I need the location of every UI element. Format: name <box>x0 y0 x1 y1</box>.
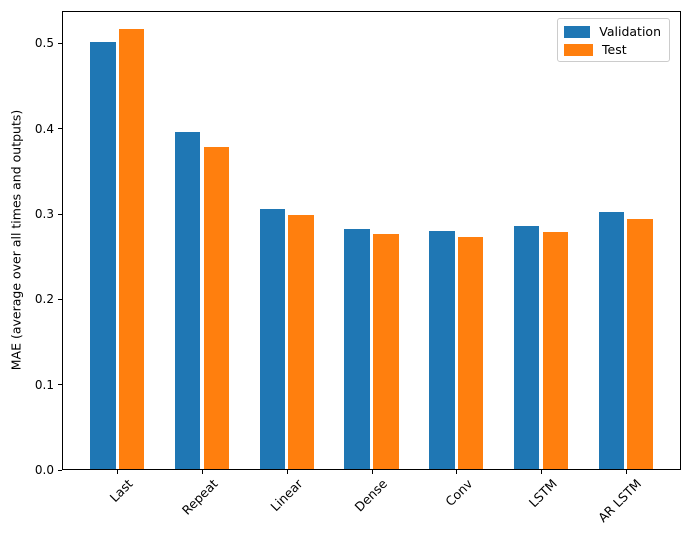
bar-validation-ar-lstm <box>598 212 625 469</box>
legend-item-test: Test <box>564 42 661 57</box>
bar-test-lstm <box>542 231 569 469</box>
legend-label-validation: Validation <box>599 23 661 39</box>
bar-validation-last <box>90 41 116 469</box>
y-tick-mark-0.3 <box>58 213 62 215</box>
y-tick-mark-0.1 <box>58 384 62 386</box>
bar-test-last <box>118 28 145 469</box>
x-tick-mark-lstm <box>540 470 542 474</box>
bar-test-linear <box>288 214 314 469</box>
y-tick-label-0.5: 0.5 <box>34 36 54 51</box>
x-tick-mark-dense <box>371 470 373 474</box>
y-tick-label-0.2: 0.2 <box>34 292 54 307</box>
y-tick-mark-0.5 <box>58 42 62 44</box>
bar-test-repeat <box>203 147 230 469</box>
x-tick-label-ar-lstm: AR LSTM <box>595 476 645 526</box>
legend-label-test: Test <box>602 41 627 57</box>
x-tick-label-conv: Conv <box>441 476 475 510</box>
y-tick-mark-0.4 <box>58 128 62 130</box>
bar-test-ar-lstm <box>627 219 653 469</box>
bar-test-conv <box>457 236 484 469</box>
y-tick-label-0.4: 0.4 <box>34 121 54 136</box>
bar-validation-repeat <box>174 132 201 469</box>
x-tick-mark-last <box>117 470 119 474</box>
bar-validation-conv <box>429 230 455 469</box>
x-tick-label-repeat: Repeat <box>178 476 221 518</box>
bar-test-dense <box>373 234 399 469</box>
y-axis-label: MAE (average over all times and outputs) <box>8 109 24 371</box>
x-tick-label-dense: Dense <box>351 476 391 515</box>
y-tick-label-0.1: 0.1 <box>34 377 54 392</box>
x-tick-mark-linear <box>286 470 288 474</box>
y-tick-mark-0.0 <box>58 469 62 471</box>
x-tick-label-last: Last <box>106 476 136 506</box>
x-tick-mark-repeat <box>202 470 203 474</box>
bar-validation-linear <box>259 208 286 469</box>
x-tick-mark-ar-lstm <box>625 470 627 474</box>
x-tick-label-lstm: LSTM <box>525 476 560 511</box>
legend-swatch-validation <box>564 25 591 38</box>
y-tick-label-0.3: 0.3 <box>34 207 54 222</box>
legend-swatch-test <box>564 43 593 56</box>
y-tick-mark-0.2 <box>58 298 62 300</box>
bar-validation-lstm <box>513 225 540 469</box>
legend: Validation Test <box>557 18 670 62</box>
x-tick-label-linear: Linear <box>267 476 306 515</box>
x-tick-mark-conv <box>456 470 458 474</box>
bar-validation-dense <box>344 229 370 469</box>
plot-area <box>62 11 681 470</box>
y-tick-label-0.0: 0.0 <box>34 463 54 477</box>
legend-item-validation: Validation <box>564 24 661 39</box>
